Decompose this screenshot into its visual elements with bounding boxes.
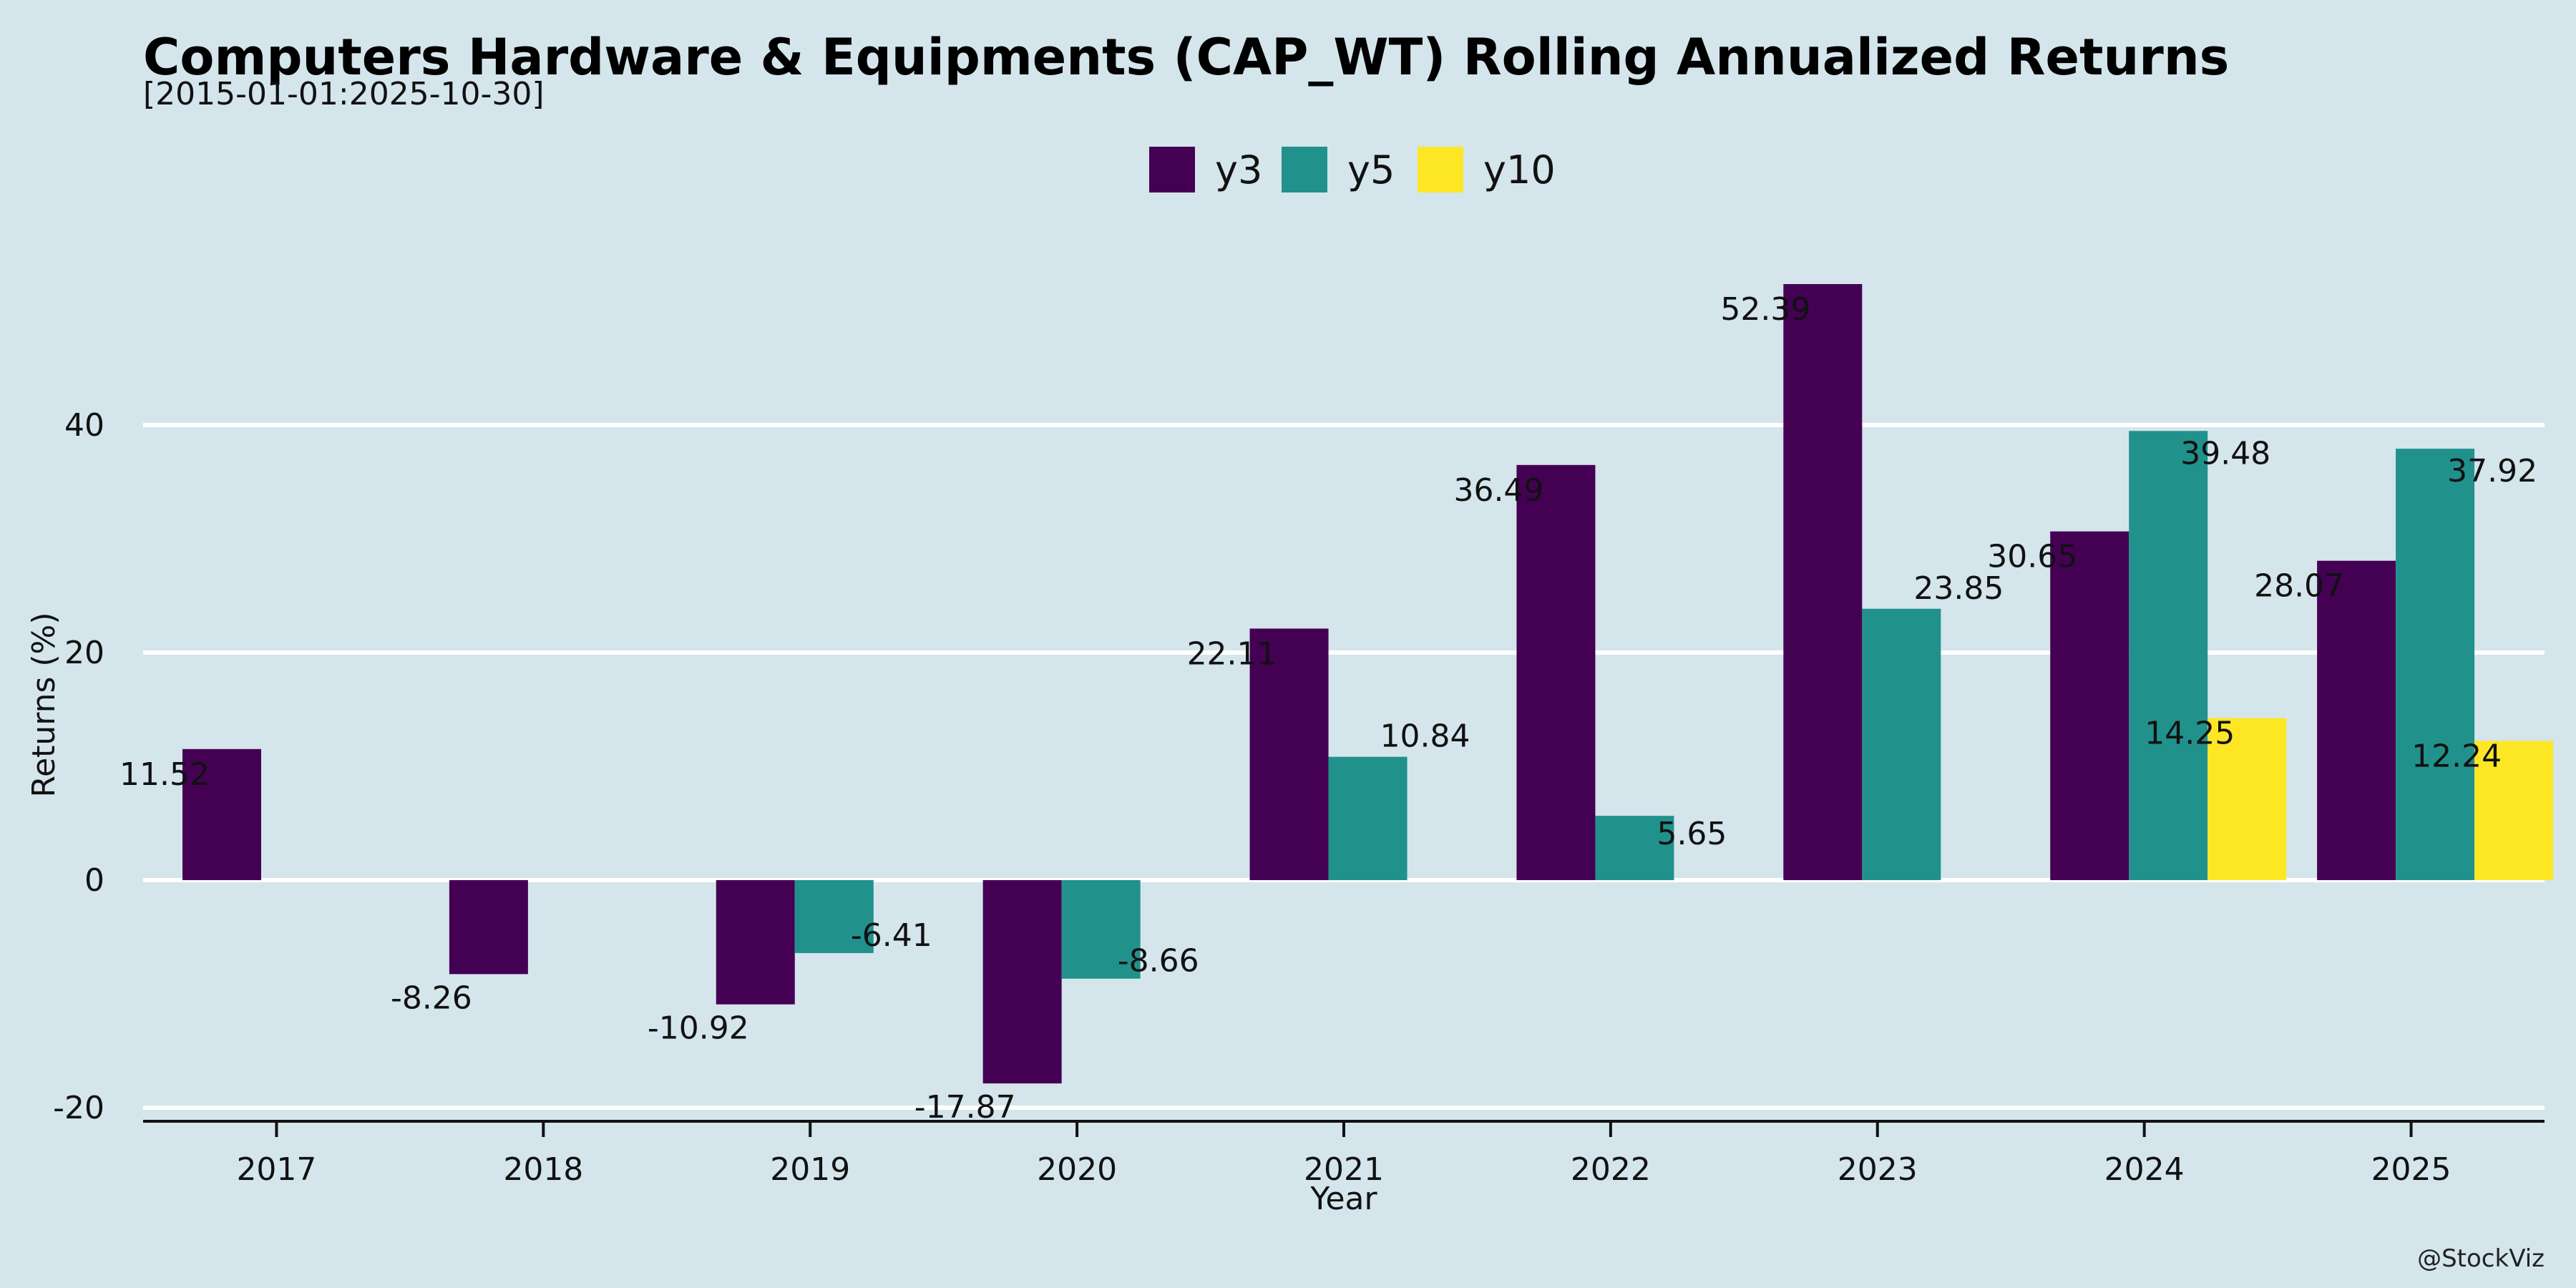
- chart-subtitle: [2015-01-01:2025-10-30]: [143, 76, 545, 112]
- bar-y3-2019: [716, 880, 795, 1005]
- data-label-y5-2020: -8.66: [1118, 943, 1199, 980]
- bar-y5-2020: [1061, 880, 1141, 979]
- bar-y3-2022: [1516, 464, 1596, 880]
- bar-y3-2023: [1783, 283, 1863, 880]
- y-tick-label: -20: [53, 1090, 104, 1126]
- x-tick-label: 2025: [2371, 1151, 2451, 1188]
- data-label-y3-2021: 22.11: [1187, 635, 1277, 672]
- bar-y5-2023: [1862, 608, 1941, 880]
- data-label-y5-2022: 5.65: [1657, 816, 1727, 852]
- y-tick-label: 40: [64, 407, 104, 444]
- bar-y3-2024: [2050, 531, 2129, 880]
- legend-item-y10: y10: [1418, 147, 1556, 192]
- data-label-y5-2025: 37.92: [2447, 453, 2537, 489]
- y-tick-label: 0: [84, 862, 104, 899]
- data-label-y10-2025: 12.24: [2411, 738, 2502, 774]
- bars: [182, 283, 2554, 1084]
- data-label-y3-2024: 30.65: [1987, 539, 2077, 575]
- data-label-y3-2020: -17.87: [914, 1089, 1016, 1126]
- data-label-y3-2023: 52.39: [1720, 291, 1810, 328]
- legend-item-y5: y5: [1282, 147, 1395, 192]
- data-label-y5-2019: -6.41: [851, 917, 932, 954]
- y-axis-label: Returns (%): [26, 612, 62, 797]
- bar-y3-2021: [1249, 628, 1329, 880]
- bar-y10-2025: [2474, 741, 2554, 880]
- legend-label: y5: [1347, 147, 1395, 192]
- bar-y3-2025: [2317, 560, 2396, 880]
- data-label-y3-2019: -10.92: [648, 1010, 749, 1047]
- data-label-y5-2023: 23.85: [1913, 570, 2004, 607]
- bar-y5-2021: [1328, 756, 1407, 880]
- bar-y5-2024: [2129, 431, 2208, 880]
- credit-text: @StockViz: [2417, 1244, 2545, 1273]
- x-axis: 2017 2018 2019 2020 2021 2022 2023 2024 2025: [143, 1120, 2545, 1188]
- x-tick-label: 2022: [1571, 1151, 1651, 1188]
- bar-y3-2017: [182, 748, 261, 880]
- data-label-y5-2024: 39.48: [2180, 435, 2270, 472]
- chart-title: Computers Hardware & Equipments (CAP_WT)…: [143, 28, 2229, 87]
- data-label-y10-2024: 14.25: [2145, 715, 2235, 751]
- legend-label: y10: [1483, 147, 1556, 192]
- legend-swatch: [1149, 147, 1195, 192]
- x-tick-label: 2018: [503, 1151, 583, 1188]
- x-tick-label: 2023: [1838, 1151, 1918, 1188]
- legend-swatch: [1282, 147, 1327, 192]
- legend: y3 y5 y10: [1149, 147, 1556, 192]
- data-label-y3-2022: 36.49: [1453, 472, 1543, 509]
- bar-y5-2019: [794, 880, 874, 953]
- y-tick-label: 20: [64, 635, 104, 671]
- bar-y10-2024: [2207, 718, 2287, 880]
- x-tick-label: 2017: [236, 1151, 316, 1188]
- data-label-y3-2025: 28.07: [2254, 568, 2344, 605]
- x-tick-label: 2019: [770, 1151, 850, 1188]
- x-axis-label: Year: [1309, 1181, 1377, 1217]
- data-label-y3-2018: -8.26: [391, 980, 472, 1016]
- data-labels: 11.52 -8.26 -10.92 -6.41 -17.87 -8.66 22.11 10.…: [119, 291, 2537, 1126]
- bar-y5-2025: [2396, 449, 2475, 880]
- legend-item-y3: y3: [1149, 147, 1262, 192]
- legend-label: y3: [1215, 147, 1262, 192]
- legend-swatch: [1418, 147, 1463, 192]
- bar-y3-2018: [449, 880, 528, 975]
- bar-y3-2020: [982, 880, 1062, 1084]
- x-tick-label: 2021: [1304, 1151, 1384, 1188]
- x-tick-label: 2020: [1037, 1151, 1117, 1188]
- x-tick-label: 2024: [2104, 1151, 2185, 1188]
- data-label-y3-2017: 11.52: [119, 756, 210, 793]
- bar-y5-2022: [1595, 816, 1674, 880]
- data-label-y5-2021: 10.84: [1380, 718, 1470, 755]
